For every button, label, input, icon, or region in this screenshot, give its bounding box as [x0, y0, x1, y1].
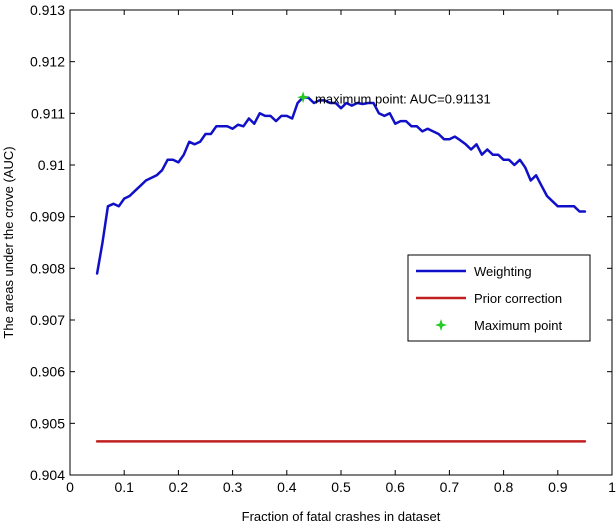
legend-swatch	[435, 319, 447, 331]
series-line-weighting	[95, 96, 587, 275]
legend-label: Maximum point	[474, 318, 563, 333]
x-tick-label: 0.7	[440, 479, 460, 495]
y-axis-ticks: 0.904 0.905 0.906 0.907 0.908 0.909 0.91 0.911 0…	[30, 2, 612, 483]
y-tick-label: 0.911	[31, 105, 65, 121]
x-tick-label: 0.5	[331, 479, 351, 495]
y-axis-label: The areas under the crove (AUC)	[1, 146, 16, 338]
legend-label: Prior correction	[474, 291, 562, 306]
plot-area	[69, 9, 613, 476]
x-axis-label: Fraction of fatal crashes in dataset	[242, 509, 441, 524]
legend: Weighting Prior correction Maximum point	[407, 254, 591, 342]
x-tick-label: 1	[608, 479, 616, 495]
y-tick-label: 0.905	[30, 415, 65, 431]
maximum-point-annotation: maximum point: AUC=0.91131	[315, 91, 491, 106]
y-tick-label: 0.909	[30, 209, 65, 225]
legend-label: Weighting	[474, 264, 532, 279]
y-tick-label: 0.91	[38, 157, 65, 173]
series-layer	[95, 96, 587, 443]
x-tick-label: 0.3	[223, 479, 243, 495]
x-tick-label: 0.2	[169, 479, 189, 495]
x-tick-label: 0	[66, 479, 74, 495]
x-tick-label: 0.8	[494, 479, 514, 495]
x-axis-ticks: 0 0.1 0.2 0.3 0.4 0.5 0.6 0.7 0.8 0.9 1	[66, 10, 616, 495]
points-layer: maximum point: AUC=0.91131	[297, 91, 491, 106]
y-tick-label: 0.908	[30, 260, 65, 276]
x-tick-label: 0.9	[548, 479, 568, 495]
y-tick-label: 0.904	[30, 467, 65, 483]
x-tick-label: 0.4	[277, 479, 297, 495]
y-tick-label: 0.913	[30, 2, 65, 18]
maximum-point-marker	[297, 91, 310, 104]
y-tick-label: 0.907	[30, 312, 65, 328]
x-tick-label: 0.6	[385, 479, 405, 495]
y-tick-label: 0.906	[30, 364, 65, 380]
x-tick-label: 0.1	[114, 479, 134, 495]
y-tick-label: 0.912	[30, 54, 65, 70]
